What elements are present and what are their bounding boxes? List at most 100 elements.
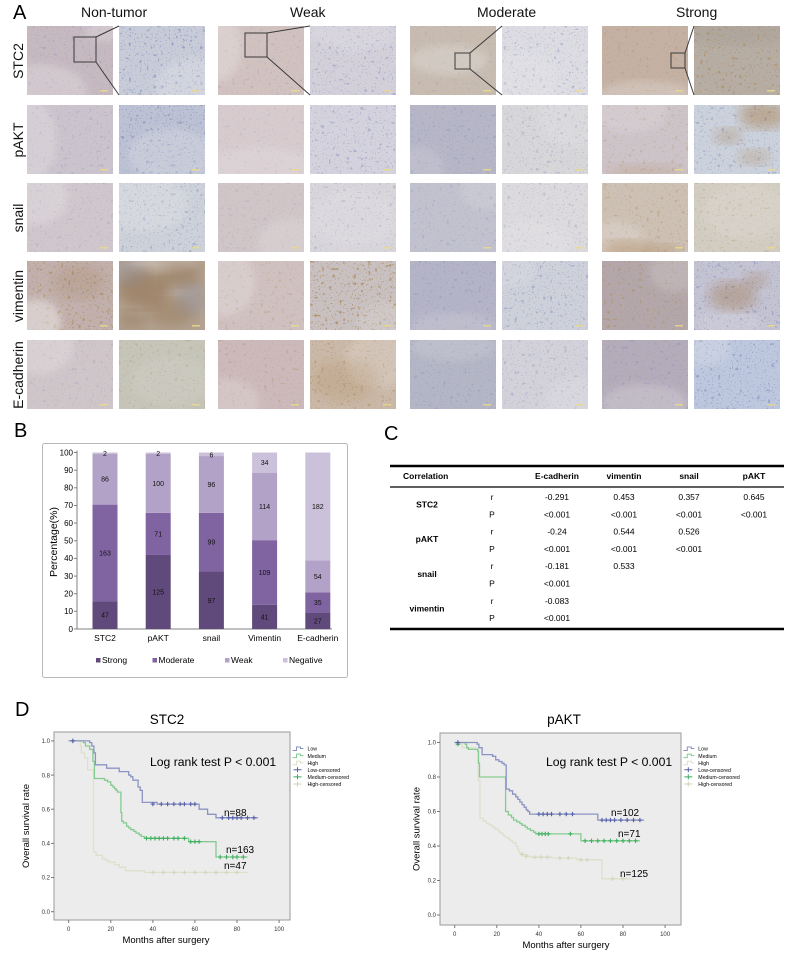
- svg-text:0.8: 0.8: [428, 775, 437, 781]
- svg-text:54: 54: [314, 574, 322, 581]
- svg-text:0.645: 0.645: [743, 492, 765, 502]
- svg-text:97: 97: [208, 598, 216, 605]
- svg-text:100: 100: [274, 927, 285, 933]
- svg-text:Months after surgery: Months after surgery: [122, 935, 209, 946]
- svg-text:100: 100: [152, 481, 164, 488]
- svg-text:Months after surgery: Months after surgery: [522, 940, 609, 951]
- svg-text:snail: snail: [203, 633, 221, 643]
- svg-text:0.4: 0.4: [42, 842, 51, 848]
- svg-text:0.2: 0.2: [42, 876, 51, 882]
- svg-text:0.0: 0.0: [42, 910, 51, 916]
- svg-text:10: 10: [64, 607, 73, 616]
- svg-text:0: 0: [69, 625, 74, 634]
- svg-text:High: High: [698, 761, 709, 767]
- svg-text:P: P: [489, 579, 495, 589]
- svg-text:Log rank test P < 0.001: Log rank test P < 0.001: [150, 755, 276, 769]
- svg-text:125: 125: [152, 590, 164, 597]
- svg-text:0.4: 0.4: [428, 844, 437, 850]
- svg-text:snail: snail: [679, 471, 698, 481]
- svg-text:P: P: [489, 544, 495, 554]
- svg-text:20: 20: [493, 932, 500, 938]
- svg-text:E-cadherin: E-cadherin: [535, 471, 579, 481]
- svg-text:n=47: n=47: [224, 861, 247, 872]
- svg-text:-0.181: -0.181: [545, 561, 569, 571]
- svg-text:0.357: 0.357: [678, 492, 700, 502]
- svg-text:pAKT: pAKT: [416, 534, 439, 544]
- svg-text:Moderate: Moderate: [159, 655, 195, 665]
- svg-text:40: 40: [64, 554, 73, 563]
- svg-text:40: 40: [150, 927, 157, 933]
- svg-text:P: P: [489, 613, 495, 623]
- svg-text:<0.001: <0.001: [544, 613, 571, 623]
- svg-text:0.6: 0.6: [428, 810, 437, 816]
- svg-text:r: r: [491, 492, 494, 502]
- svg-text:snail: snail: [417, 569, 436, 579]
- svg-text:Low: Low: [308, 747, 318, 753]
- svg-text:Medium-censored: Medium-censored: [308, 775, 350, 781]
- svg-text:<0.001: <0.001: [544, 579, 571, 589]
- svg-text:20: 20: [64, 590, 73, 599]
- svg-text:n=88: n=88: [224, 808, 247, 819]
- svg-text:100: 100: [60, 448, 74, 457]
- svg-text:6: 6: [209, 452, 213, 459]
- svg-text:High-censored: High-censored: [308, 782, 342, 788]
- svg-text:109: 109: [259, 570, 271, 577]
- svg-text:0.0: 0.0: [428, 913, 437, 919]
- svg-text:vimentin: vimentin: [410, 604, 445, 614]
- svg-text:r: r: [491, 527, 494, 537]
- svg-text:182: 182: [312, 504, 324, 511]
- svg-text:P: P: [489, 509, 495, 519]
- svg-text:41: 41: [261, 614, 269, 621]
- svg-text:80: 80: [234, 927, 241, 933]
- svg-text:n=102: n=102: [611, 808, 640, 819]
- svg-text:pAKT: pAKT: [148, 633, 169, 643]
- svg-text:Overall survival rate: Overall survival rate: [412, 787, 423, 871]
- svg-text:100: 100: [660, 932, 671, 938]
- svg-text:30: 30: [64, 572, 73, 581]
- svg-text:<0.001: <0.001: [676, 509, 703, 519]
- svg-text:pAKT: pAKT: [743, 471, 766, 481]
- svg-text:pAKT: pAKT: [547, 712, 581, 727]
- svg-text:<0.001: <0.001: [676, 544, 703, 554]
- svg-text:r: r: [491, 561, 494, 571]
- svg-text:Correlation: Correlation: [403, 471, 448, 481]
- svg-text:r: r: [491, 596, 494, 606]
- svg-text:Low: Low: [698, 747, 708, 753]
- svg-text:0.533: 0.533: [613, 561, 635, 571]
- svg-text:High-censored: High-censored: [698, 782, 732, 788]
- svg-text:1.0: 1.0: [428, 741, 437, 747]
- svg-text:<0.001: <0.001: [544, 544, 571, 554]
- svg-text:40: 40: [536, 932, 543, 938]
- svg-text:60: 60: [64, 519, 73, 528]
- svg-text:20: 20: [107, 927, 114, 933]
- svg-text:163: 163: [99, 550, 111, 557]
- svg-text:Negative: Negative: [289, 655, 323, 665]
- svg-text:2: 2: [156, 451, 160, 458]
- svg-text:Overall survival rate: Overall survival rate: [21, 784, 32, 868]
- svg-text:Low-censored: Low-censored: [698, 768, 731, 774]
- svg-text:114: 114: [259, 504, 270, 511]
- svg-text:E-cadherin: E-cadherin: [297, 633, 338, 643]
- svg-text:1.0: 1.0: [42, 739, 51, 745]
- svg-text:<0.001: <0.001: [741, 509, 768, 519]
- svg-text:86: 86: [101, 477, 109, 484]
- svg-text:Vimentin: Vimentin: [248, 633, 281, 643]
- svg-text:Percentage(%): Percentage(%): [48, 507, 60, 577]
- svg-text:Medium-censored: Medium-censored: [698, 775, 740, 781]
- svg-text:High: High: [308, 761, 319, 767]
- svg-text:0.544: 0.544: [613, 527, 635, 537]
- svg-text:96: 96: [208, 482, 216, 489]
- svg-text:Strong: Strong: [102, 655, 127, 665]
- svg-text:Log rank test P < 0.001: Log rank test P < 0.001: [546, 755, 672, 769]
- svg-text:0: 0: [453, 932, 457, 938]
- svg-text:vimentin: vimentin: [607, 471, 642, 481]
- svg-text:47: 47: [101, 613, 109, 620]
- svg-text:90: 90: [64, 466, 73, 475]
- svg-text:0.8: 0.8: [42, 773, 51, 779]
- svg-text:-0.24: -0.24: [547, 527, 567, 537]
- svg-text:Medium: Medium: [698, 754, 716, 760]
- svg-text:0.6: 0.6: [42, 807, 51, 813]
- svg-text:Weak: Weak: [231, 655, 253, 665]
- svg-text:99: 99: [208, 540, 216, 547]
- svg-text:80: 80: [64, 484, 73, 493]
